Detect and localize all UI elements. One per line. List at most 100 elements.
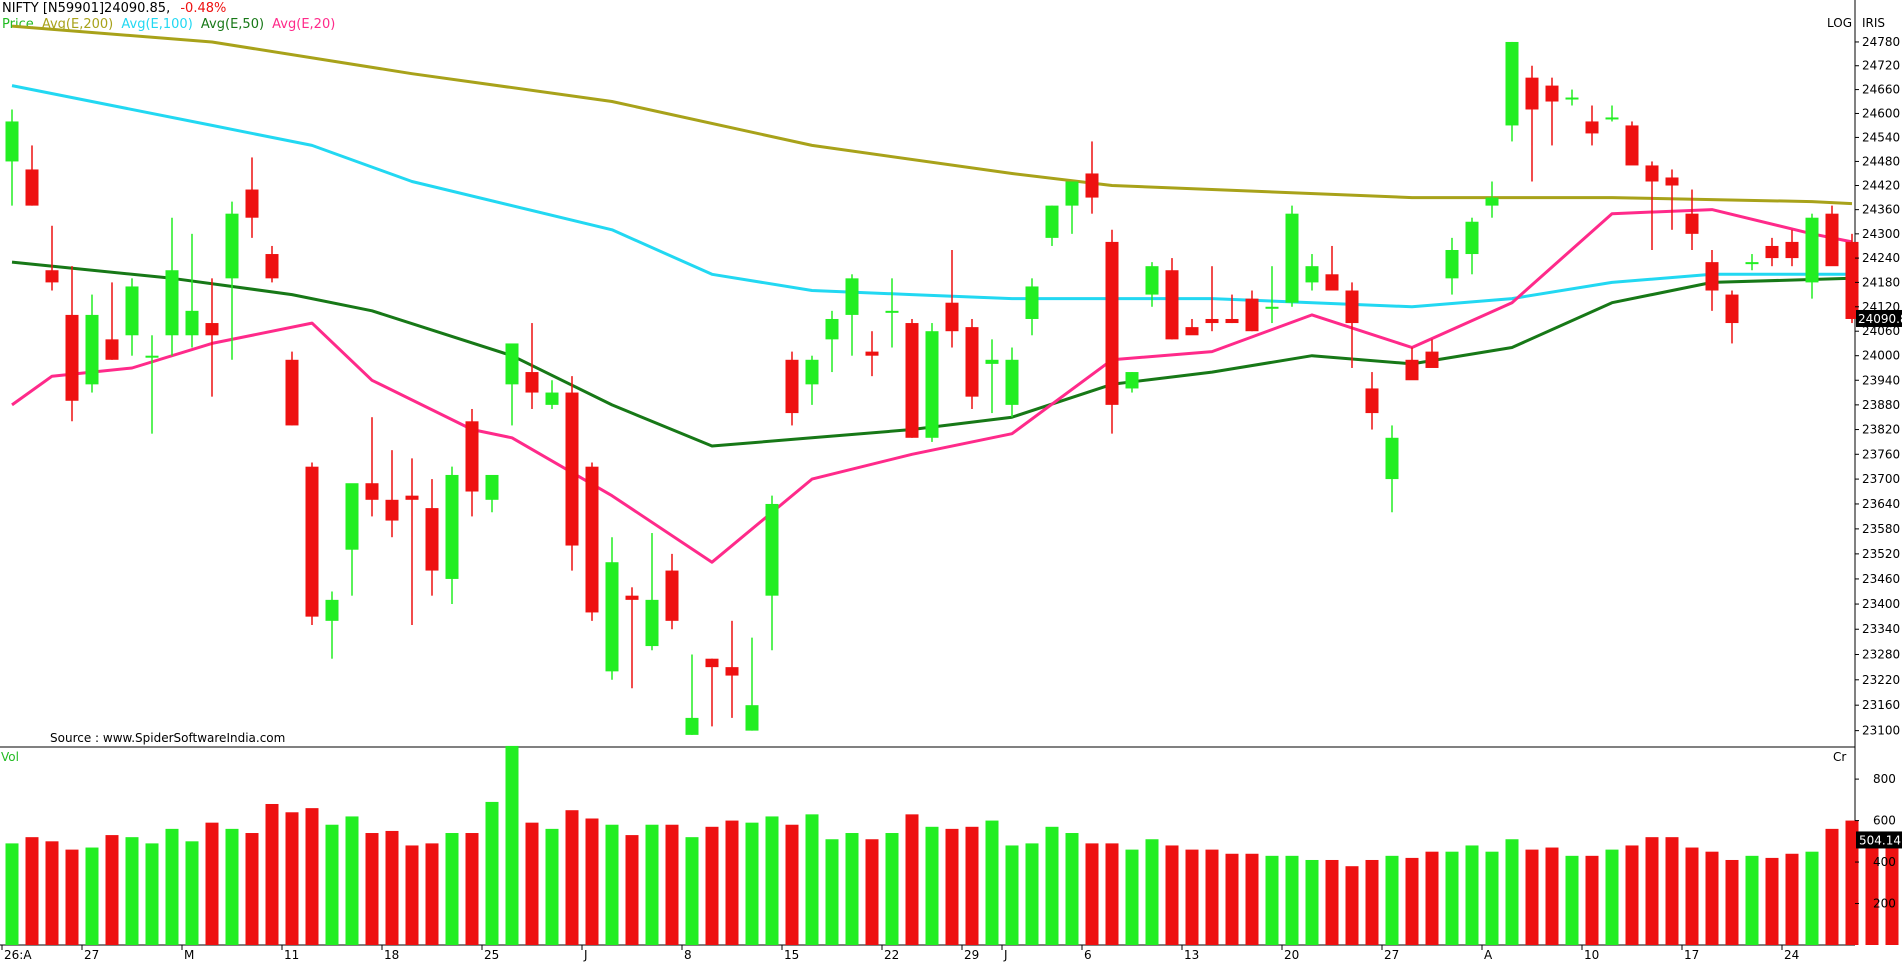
volume-bar — [1285, 855, 1299, 945]
ema-line-20 — [11, 208, 1853, 564]
candle-body — [1245, 298, 1259, 332]
candle-body — [1105, 241, 1119, 405]
candle — [45, 225, 59, 291]
candle — [265, 245, 279, 283]
candle — [845, 274, 859, 356]
candle — [345, 483, 359, 596]
candle — [1765, 237, 1779, 267]
candle-body — [1565, 97, 1579, 100]
candle — [285, 351, 299, 426]
price-tick-label: 23640 — [1862, 497, 1900, 511]
candle-body — [185, 310, 199, 336]
candle-body — [805, 359, 819, 385]
legend-ema50: Avg(E,50) — [200, 17, 265, 32]
volume-bar — [105, 835, 119, 945]
volume-tick-label: 400 — [1873, 855, 1896, 869]
volume-bar — [325, 824, 339, 945]
volume-bar — [1225, 853, 1239, 945]
price-tick-label: 23700 — [1862, 472, 1900, 486]
price-tick-label: 24720 — [1862, 59, 1900, 73]
candle-body — [1445, 249, 1459, 279]
volume-bar — [1325, 859, 1339, 945]
candle — [1725, 290, 1739, 344]
price-tick-label: 24000 — [1862, 349, 1900, 363]
volume-bar — [45, 841, 59, 945]
candle-body — [865, 351, 879, 356]
candle — [1845, 233, 1859, 324]
candle-body — [1065, 181, 1079, 206]
volume-bar — [645, 824, 659, 945]
candle-body — [565, 392, 579, 546]
last-volume-value: 504.14 — [1859, 833, 1901, 847]
volume-bar — [1845, 820, 1859, 945]
candle-body — [45, 270, 59, 283]
volume-bar — [485, 801, 499, 945]
candle — [825, 310, 839, 373]
x-tick-label: 27 — [84, 948, 99, 962]
candle — [325, 591, 339, 659]
price-tick-label: 24780 — [1862, 35, 1900, 49]
last-price-tag — [1856, 309, 1902, 327]
candle — [145, 335, 159, 434]
price-tick-label: 23100 — [1862, 724, 1900, 738]
price-tick-label: 24300 — [1862, 227, 1900, 241]
candle — [865, 331, 879, 377]
candle-body — [1185, 327, 1199, 336]
candle-body — [205, 323, 219, 336]
volume-bar — [1665, 837, 1679, 945]
x-tick-label: M — [184, 948, 194, 962]
volume-bar — [985, 820, 999, 945]
volume-bar — [625, 835, 639, 945]
candle — [585, 462, 599, 621]
candle — [1645, 161, 1659, 250]
candle — [1165, 258, 1179, 340]
candle — [1425, 339, 1439, 368]
volume-bar — [1525, 849, 1539, 945]
candle-body — [1725, 294, 1739, 324]
price-tick-label: 23520 — [1862, 547, 1900, 561]
candle-body — [1425, 351, 1439, 368]
candle — [1825, 205, 1839, 267]
candle-body — [125, 286, 139, 336]
candle-body — [1585, 121, 1599, 134]
candle — [685, 654, 699, 735]
candle-body — [985, 359, 999, 364]
ema-line-100 — [11, 84, 1852, 309]
candle — [745, 637, 759, 731]
x-tick-label: 11 — [284, 948, 299, 962]
volume-bar — [1865, 833, 1879, 945]
last-volume-tag — [1856, 831, 1902, 849]
volume-bar — [1505, 839, 1519, 945]
volume-tick-label: 800 — [1873, 772, 1896, 786]
volume-bar — [345, 816, 359, 945]
source-label: Source : www.SpiderSoftwareIndia.com — [50, 731, 285, 745]
candle-body — [1545, 85, 1559, 102]
volume-bar — [705, 826, 719, 945]
candle — [1565, 89, 1579, 106]
x-tick-label: J — [1003, 948, 1008, 962]
candle-body — [525, 372, 539, 393]
price-tick-label: 23880 — [1862, 398, 1900, 412]
volume-bar — [1705, 851, 1719, 945]
candle-body — [705, 658, 719, 668]
chart-header: NIFTY [N59901]24090.85, -0.48% — [2, 1, 226, 17]
volume-bar — [1645, 837, 1659, 945]
candle — [1445, 237, 1459, 295]
price-tick-label: 23820 — [1862, 423, 1900, 437]
candle-body — [1045, 205, 1059, 238]
x-tick-label: 22 — [884, 948, 899, 962]
x-tick-label: 15 — [784, 948, 799, 962]
volume-bar — [365, 833, 379, 945]
volume-bar — [605, 824, 619, 945]
volume-bar — [145, 843, 159, 945]
volume-tick-label: 600 — [1873, 814, 1896, 828]
log-toggle[interactable]: LOG — [1827, 16, 1852, 30]
price-tick-label: 24420 — [1862, 179, 1900, 193]
candle-body — [1125, 372, 1139, 389]
volume-bar — [725, 820, 739, 945]
candle-body — [5, 121, 19, 162]
candle-body — [285, 359, 299, 426]
candle — [945, 249, 959, 348]
candle-body — [685, 717, 699, 735]
